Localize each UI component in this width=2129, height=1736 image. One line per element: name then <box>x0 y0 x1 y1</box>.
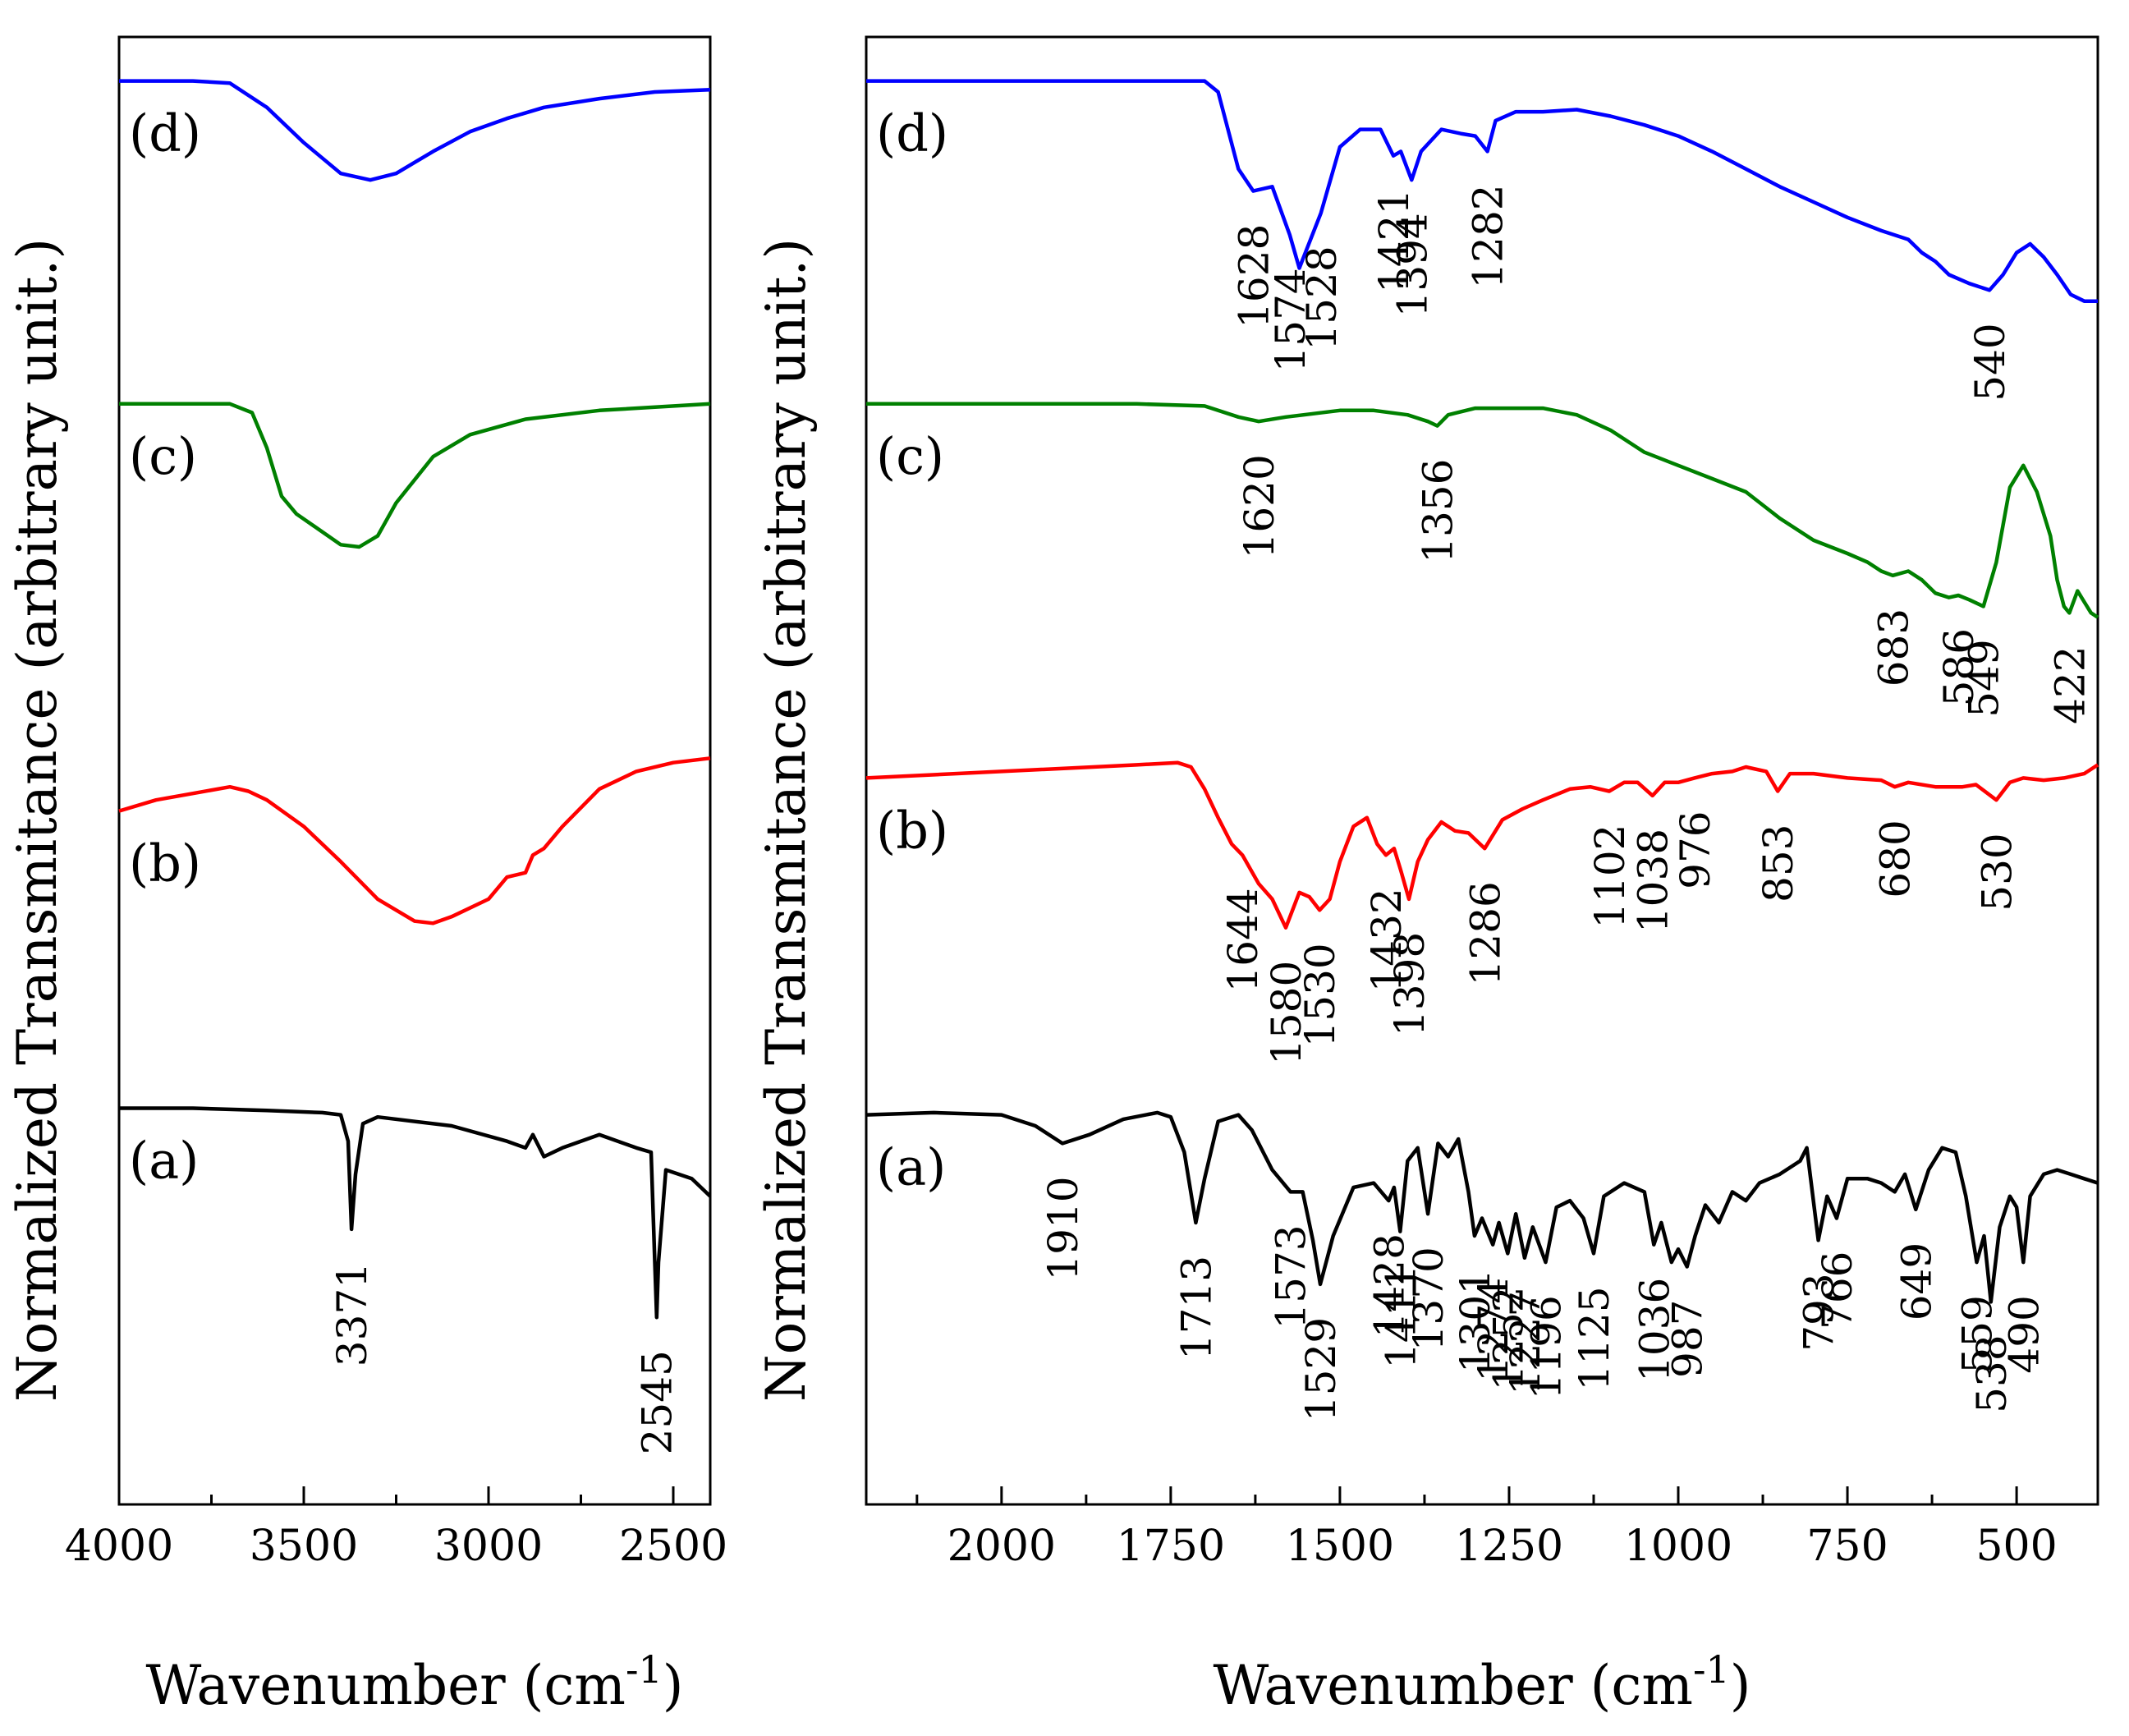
x-tick-label: 3000 <box>434 1522 543 1571</box>
peak-label: 559 <box>1953 1295 2001 1373</box>
peak-label: 853 <box>1755 824 1802 902</box>
series-line-a <box>119 1106 712 1320</box>
peak-label: 1125 <box>1571 1286 1618 1390</box>
peak-label: 1036 <box>1631 1278 1678 1382</box>
peak-label: 1644 <box>1219 888 1267 992</box>
peak-label: 1580 <box>1263 961 1310 1065</box>
peak-label: 1398 <box>1386 932 1434 1036</box>
peak-label: 1286 <box>1461 881 1509 985</box>
x-tick-label: 3500 <box>250 1522 358 1571</box>
series-label-b: (b) <box>129 834 201 893</box>
series-line-c <box>866 402 2099 619</box>
left-panel: 4000 3500 3000 2500 Wavenumber (cm-1) Normali… <box>6 35 727 1717</box>
x-tick-label: 1500 <box>1286 1522 1394 1571</box>
peak-label: 1394 <box>1388 213 1436 317</box>
x-tick-label: 1250 <box>1455 1522 1563 1571</box>
series-line-b <box>865 760 2099 930</box>
x-axis-label-superscript: -1 <box>1693 1647 1730 1692</box>
peak-label: 1301 <box>1452 1269 1499 1373</box>
right-panel: 2000 1750 1500 1250 1000 750 500 Wavenumber (cm… <box>755 35 2099 1717</box>
series-line-d <box>866 79 2098 303</box>
series-line-a <box>865 1110 2099 1304</box>
peak-label: 540 <box>1966 323 2014 401</box>
series-label-d: (d) <box>129 103 201 163</box>
peak-label: 2545 <box>634 1350 681 1454</box>
x-tick-label: 2000 <box>947 1522 1056 1571</box>
series-label-d: (d) <box>876 103 948 163</box>
peak-label: 793 <box>1796 1273 1843 1351</box>
peak-label: 683 <box>1870 609 1917 687</box>
x-axis-label: Wavenumber (cm-1) <box>145 1647 683 1717</box>
peak-label: 766 <box>1814 1251 1861 1330</box>
x-tick-label: 1000 <box>1624 1522 1732 1571</box>
x-axis-label: Wavenumber (cm-1) <box>1213 1647 1750 1717</box>
peak-label: 1038 <box>1630 829 1677 933</box>
peak-label: 549 <box>1961 639 2008 717</box>
peak-label: 530 <box>1973 833 2021 911</box>
x-tick-label: 750 <box>1806 1522 1888 1571</box>
peak-label: 1411 <box>1377 1265 1425 1369</box>
x-tick-label: 2500 <box>619 1522 727 1571</box>
peak-label: 1529 <box>1297 1317 1345 1421</box>
peak-label: 1421 <box>1370 189 1418 293</box>
peak-label: 1428 <box>1365 1233 1413 1338</box>
peak-label: 1910 <box>1039 1176 1087 1280</box>
peak-label: 422 <box>2046 645 2094 723</box>
peak-label: 1620 <box>1236 454 1283 558</box>
peak-label: 649 <box>1893 1242 1940 1320</box>
x-axis-label-main: Wavenumber (cm <box>145 1654 626 1717</box>
peak-label: 680 <box>1872 820 1920 898</box>
x-tick-label: 1750 <box>1117 1522 1225 1571</box>
series-line-b <box>118 756 711 925</box>
series-label-b: (b) <box>876 800 948 860</box>
peak-label: 976 <box>1672 811 1719 889</box>
y-axis-label: Normalized Transmitance (arbitrary unit.… <box>755 238 818 1402</box>
peak-label: 1227 <box>1502 1291 1549 1395</box>
peak-label: 1252 <box>1484 1286 1532 1390</box>
x-tick-label: 500 <box>1975 1522 2057 1571</box>
peak-label: 1282 <box>1465 184 1512 288</box>
peak-label: 490 <box>2000 1295 2048 1373</box>
peak-label: 1574 <box>1267 268 1315 372</box>
peak-label: 1528 <box>1298 246 1346 350</box>
peak-label: 1274 <box>1470 1278 1517 1382</box>
series-line-d <box>119 79 711 182</box>
peak-label: 1370 <box>1405 1247 1452 1351</box>
series-label-a: (a) <box>876 1137 946 1197</box>
series-label-c: (c) <box>876 426 944 486</box>
series-label-c: (c) <box>129 426 197 486</box>
x-axis-label-superscript: -1 <box>626 1647 663 1692</box>
peak-label: 1356 <box>1415 459 1462 563</box>
x-tick-label: 4000 <box>65 1522 173 1571</box>
series-label-a: (a) <box>129 1131 199 1191</box>
peak-label: 586 <box>1935 628 1983 706</box>
plot-frame <box>117 35 712 1506</box>
series-line-c <box>119 402 711 549</box>
peak-label: 1196 <box>1522 1295 1570 1399</box>
peak-label: 1530 <box>1296 943 1344 1047</box>
peak-label: 1102 <box>1586 824 1634 929</box>
x-axis-label-close: ) <box>663 1654 684 1717</box>
x-axis-label-close: ) <box>1730 1654 1751 1717</box>
peak-label: 1628 <box>1230 224 1278 328</box>
peak-label: 538 <box>1968 1334 2016 1412</box>
peak-label: 987 <box>1664 1300 1712 1378</box>
peak-label: 1573 <box>1268 1224 1315 1329</box>
plot-frame <box>865 35 2099 1506</box>
peak-label: 1432 <box>1363 888 1411 992</box>
peak-label: 1713 <box>1172 1256 1220 1360</box>
peak-label: 3371 <box>328 1262 376 1366</box>
x-axis-label-main: Wavenumber (cm <box>1213 1654 1693 1717</box>
y-axis-label: Normalized Transmitance (arbitrary unit.… <box>6 238 69 1402</box>
